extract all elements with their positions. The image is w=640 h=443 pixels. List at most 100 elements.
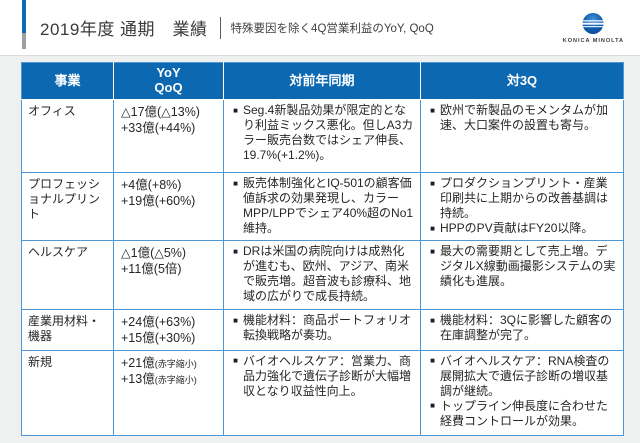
bullet-item: ■ HPPのPV貢献はFY20以降。 [425,221,621,236]
bullet-text: 機能材料：3Qに影響した顧客の在庫調整が完了。 [440,313,613,343]
table-row: 産業用材料・機器 +24億(+63%) +15億(+30%) ■ 機能材料：商品ポートフ… [21,309,624,351]
square-bullet-icon: ■ [430,356,435,365]
bullet-text: 販売体制強化とIQ-501の顧客価値訴求の効果発現し、カラーMPP/LPPでシェ… [243,176,414,236]
vs-prev-year-cell: ■ DRは米国の病院向けは成熟化が進むも、欧州、アジア、南米で販売増。超音波も診療… [223,240,421,310]
bullet-text: Seg.4新製品効果が限定的となり利益ミックス悪化。但しA3カラー販売台数ではシ… [243,103,414,163]
table-row: プロフェッショナルプリント +4億(+8%) +19億(+60%) ■ 販売体制強化とI… [21,172,624,241]
yoy-value-main: +4億(+8%) [121,178,182,192]
qoq-value-main: +15億(+30%) [121,331,196,346]
bullet-item: ■ バイオヘルスケア：RNA検査の展開拡大で遺伝子診断の増収基調が継続。 [425,354,621,399]
table-row: ヘルスケア △1億(△5%) +11億(5倍) ■ DRは米国の病院向けは成熟化が進むも… [21,240,624,310]
title-divider [219,16,221,39]
results-table-wrap: 事業 YoY QoQ 対前年同期 対3Q オフィス △17億(△13%) +33億(… [21,62,624,436]
business-name-cell: 新規 [21,349,114,436]
qoq-value-main: +13億 [121,371,155,386]
vs-3q-cell: ■ 最大の需要期として売上増。デジタルX線動画撮影システムの実績化も進展。 [420,240,624,310]
square-bullet-icon: ■ [233,178,238,188]
square-bullet-icon: ■ [430,105,435,115]
col-header-vs-3q: 対3Q [420,62,624,100]
bullet-text: バイオヘルスケア：RNA検査の展開拡大で遺伝子診断の増収基調が継続。 [440,353,610,398]
yoy-value: +24億(+63%) [121,314,221,330]
yoy-qoq-cell: +24億(+63%) +15億(+30%) [113,309,224,351]
square-bullet-icon: ■ [430,246,435,256]
square-bullet-icon: ■ [233,356,238,365]
yoy-value-main: +24億(+63%) [121,315,196,329]
qoq-value-main: +19億(+60%) [121,194,196,209]
page-subtitle: 特殊要因を除く4Q営業利益のYoY, QoQ [230,22,434,35]
square-bullet-icon: ■ [430,401,435,411]
yoy-value: +4億(+8%) [121,177,221,193]
square-bullet-icon: ■ [430,178,435,188]
qoq-value: +11億(5倍) [121,261,221,277]
yoy-value: △17億(△13%) [121,104,221,120]
yoy-value: +21億(赤字縮小) [121,355,221,371]
col-header-business: 事業 [21,62,114,100]
table-header-row: 事業 YoY QoQ 対前年同期 対3Q [21,62,624,100]
header-bar: 2019年度 通期 業績 特殊要因を除く4Q営業利益のYoY, QoQ [0,0,640,56]
square-bullet-icon: ■ [430,315,435,325]
business-name-cell: プロフェッショナルプリント [21,172,114,241]
qoq-value: +15億(+30%) [121,330,221,346]
accent-bar-gray [22,33,26,49]
square-bullet-icon: ■ [233,246,238,256]
logo-brand-text: KONICA MINOLTA [562,37,624,44]
qoq-value-note: (赤字縮小) [154,374,197,385]
globe-icon [582,12,604,34]
konica-minolta-logo: KONICA MINOLTA [563,12,624,44]
col-header-vs-prev-year: 対前年同期 [223,62,421,100]
yoy-value-main: △1億(△5%) [121,246,187,260]
qoq-value: +13億(赤字縮小) [121,371,221,387]
yoy-qoq-cell: +4億(+8%) +19億(+60%) [113,172,224,241]
bullet-text: 最大の需要期として売上増。デジタルX線動画撮影システムの実績化も進展。 [440,244,616,289]
yoy-value-note: (赤字縮小) [154,358,197,369]
page-title: 2019年度 通期 業績 [40,20,208,39]
bullet-text: バイオヘルスケア：営業力、商品力強化で遺伝子診断が大幅増収となり収益性向上。 [243,353,412,398]
vs-prev-year-cell: ■ 販売体制強化とIQ-501の顧客価値訴求の効果発現し、カラーMPP/LPPでシ… [223,172,421,241]
vs-3q-cell: ■ プロダクションプリント・産業印刷共に上期からの改善基調は持続。 ■ HPPのPV貢… [420,172,624,241]
yoy-value-main: +21億 [121,355,155,370]
bullet-item: ■ 機能材料：商品ポートフォリオ転換戦略が奏功。 [228,313,418,343]
business-name-cell: ヘルスケア [21,240,114,310]
square-bullet-icon: ■ [430,223,435,233]
col-header-yoy-qoq: YoY QoQ [113,62,224,100]
table-row: オフィス △17億(△13%) +33億(+44%) ■ Seg.4新製品効果が限定的と… [21,99,624,173]
bullet-text: HPPのPV貢献はFY20以降。 [440,221,594,236]
vs-prev-year-cell: ■ Seg.4新製品効果が限定的となり利益ミックス悪化。但しA3カラー販売台数では… [223,99,421,173]
bullet-item: ■ Seg.4新製品効果が限定的となり利益ミックス悪化。但しA3カラー販売台数では… [228,103,418,163]
bullet-item: ■ 欧州で新製品のモメンタムが加速、大口案件の設置も寄与。 [425,103,621,133]
bullet-item: ■ プロダクションプリント・産業印刷共に上期からの改善基調は持続。 [425,176,621,221]
yoy-qoq-cell: △1億(△5%) +11億(5倍) [113,240,224,310]
bullet-text: DRは米国の病院向けは成熟化が進むも、欧州、アジア、南米で販売増。超音波も診療科… [243,244,412,304]
results-table-body: オフィス △17億(△13%) +33億(+44%) ■ Seg.4新製品効果が限定的と… [21,99,624,436]
qoq-value-main: +11億(5倍) [121,262,182,277]
bullet-item: ■ DRは米国の病院向けは成熟化が進むも、欧州、アジア、南米で販売増。超音波も診療… [228,244,418,304]
accent-bar-blue [22,0,26,33]
bullet-text: トップライン伸長度に合わせた経費コントロールが効果。 [440,398,609,428]
table-row: 新規 +21億(赤字縮小) +13億(赤字縮小) ■ バイオヘルスケア：営業力、商品力強… [21,349,624,436]
bullet-text: プロダクションプリント・産業印刷共に上期からの改善基調は持続。 [440,176,609,221]
vs-3q-cell: ■ 欧州で新製品のモメンタムが加速、大口案件の設置も寄与。 [420,99,624,173]
yoy-qoq-cell: +21億(赤字縮小) +13億(赤字縮小) [113,349,224,436]
vs-3q-cell: ■ 機能材料：3Qに影響した顧客の在庫調整が完了。 [420,309,624,351]
results-table: 事業 YoY QoQ 対前年同期 対3Q オフィス △17億(△13%) +33億(… [21,62,624,436]
bullet-item: ■ トップライン伸長度に合わせた経費コントロールが効果。 [425,399,621,429]
bullet-item: ■ 機能材料：3Qに影響した顧客の在庫調整が完了。 [425,313,621,343]
yoy-value-main: △17億(△13%) [121,105,200,119]
qoq-value: +33億(+44%) [121,120,221,136]
square-bullet-icon: ■ [233,105,238,115]
vs-prev-year-cell: ■ バイオヘルスケア：営業力、商品力強化で遺伝子診断が大幅増収となり収益性向上。 [223,349,421,436]
qoq-value-main: +33億(+44%) [121,121,196,136]
yoy-qoq-cell: △17億(△13%) +33億(+44%) [113,99,224,173]
bullet-item: ■ 最大の需要期として売上増。デジタルX線動画撮影システムの実績化も進展。 [425,244,621,289]
bullet-text: 機能材料：商品ポートフォリオ転換戦略が奏功。 [243,313,412,343]
accent-bar [22,0,26,49]
business-name-cell: 産業用材料・機器 [21,309,114,351]
bullet-text: 欧州で新製品のモメンタムが加速、大口案件の設置も寄与。 [440,103,609,133]
vs-3q-cell: ■ バイオヘルスケア：RNA検査の展開拡大で遺伝子診断の増収基調が継続。 ■ トップラ… [420,349,624,436]
business-name-cell: オフィス [21,99,114,173]
vs-prev-year-cell: ■ 機能材料：商品ポートフォリオ転換戦略が奏功。 [223,309,421,351]
bullet-item: ■ バイオヘルスケア：営業力、商品力強化で遺伝子診断が大幅増収となり収益性向上。 [228,354,418,399]
yoy-value: △1億(△5%) [121,245,221,261]
qoq-value: +19億(+60%) [121,193,221,209]
